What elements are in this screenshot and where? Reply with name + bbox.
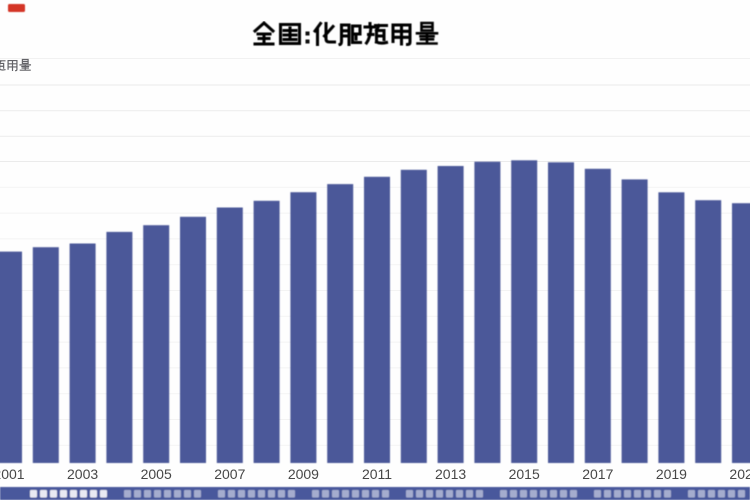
svg-text:2015: 2015	[509, 466, 540, 482]
svg-text:2005: 2005	[141, 466, 172, 482]
svg-text:2013: 2013	[435, 466, 466, 482]
svg-text:2011: 2011	[362, 466, 392, 482]
svg-text:2001: 2001	[0, 466, 25, 482]
svg-text:2007: 2007	[214, 466, 245, 482]
svg-text:2019: 2019	[656, 466, 687, 482]
svg-text:2003: 2003	[67, 466, 98, 482]
svg-text:2017: 2017	[582, 466, 613, 482]
svg-text:2021: 2021	[729, 466, 750, 482]
svg-text:2009: 2009	[288, 466, 319, 482]
